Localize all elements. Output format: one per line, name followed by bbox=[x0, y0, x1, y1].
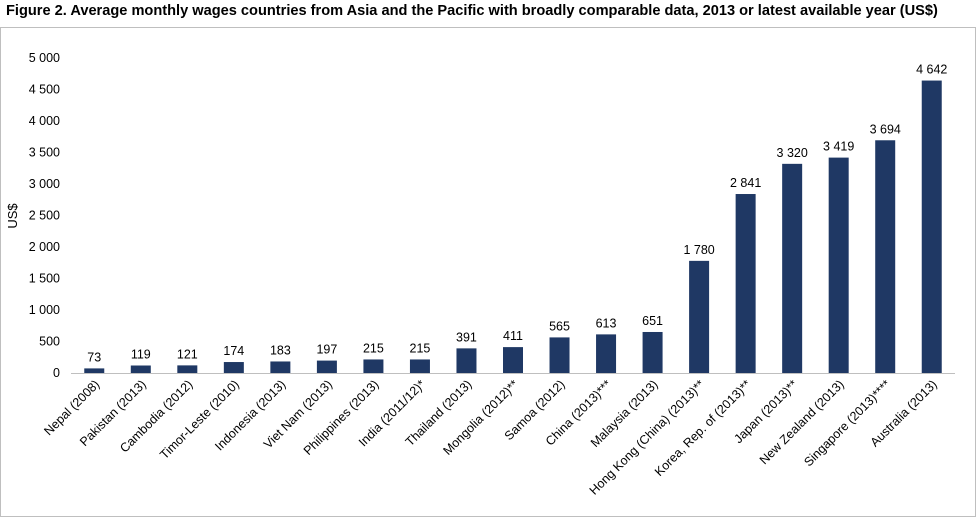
bar bbox=[363, 359, 384, 373]
data-label: 613 bbox=[596, 316, 617, 330]
bar bbox=[270, 361, 291, 373]
y-tick-label: 5 000 bbox=[29, 51, 60, 65]
data-label: 119 bbox=[131, 348, 151, 362]
category-labels: Nepal (2008)Pakistan (2013)Cambodia (201… bbox=[41, 377, 939, 498]
bar bbox=[875, 140, 896, 373]
y-tick-label: 3 500 bbox=[29, 146, 60, 160]
data-label: 215 bbox=[410, 341, 431, 355]
data-label: 565 bbox=[549, 319, 570, 333]
category-label: Singapore (2013)**** bbox=[801, 377, 893, 469]
y-tick-label: 1 500 bbox=[29, 272, 60, 286]
data-label: 174 bbox=[223, 344, 244, 358]
data-label: 215 bbox=[363, 341, 384, 355]
bars bbox=[84, 80, 942, 373]
y-axis: 0 500 1 000 1 500 2 000 2 500 3 000 3 500 4 000 4… bbox=[29, 51, 60, 380]
data-label: 2 841 bbox=[730, 176, 761, 190]
data-labels: 73 119 121 174 183 197 215 215 391 411 565 613 651 1 … bbox=[87, 63, 947, 365]
data-label: 411 bbox=[503, 329, 523, 343]
data-label: 197 bbox=[316, 343, 337, 357]
bar bbox=[549, 337, 570, 373]
bar bbox=[828, 157, 849, 373]
y-tick-label: 4 500 bbox=[29, 83, 60, 97]
y-tick-label: 2 500 bbox=[29, 209, 60, 223]
bar bbox=[316, 360, 337, 373]
bar bbox=[735, 194, 756, 373]
y-tick-label: 1 000 bbox=[29, 303, 60, 317]
data-label: 121 bbox=[177, 347, 198, 361]
data-label: 183 bbox=[270, 343, 291, 357]
y-tick-label: 3 000 bbox=[29, 177, 60, 191]
bar bbox=[503, 347, 523, 373]
category-label: New Zealand (2013) bbox=[757, 377, 847, 467]
bar bbox=[921, 80, 942, 373]
y-tick-label: 2 000 bbox=[29, 240, 60, 254]
bar bbox=[84, 368, 105, 373]
bar bbox=[596, 334, 617, 373]
chart-title: Figure 2. Average monthly wages countrie… bbox=[6, 3, 938, 19]
y-tick-label: 500 bbox=[39, 335, 60, 349]
data-label: 73 bbox=[87, 350, 101, 364]
data-label: 391 bbox=[456, 330, 477, 344]
bar bbox=[130, 365, 151, 373]
data-label: 1 780 bbox=[683, 243, 714, 257]
y-tick-label: 0 bbox=[53, 366, 60, 380]
y-axis-label: US$ bbox=[5, 203, 20, 229]
y-tick-label: 4 000 bbox=[29, 114, 60, 128]
bar bbox=[689, 260, 710, 373]
data-label: 3 320 bbox=[777, 146, 808, 160]
data-label: 3 419 bbox=[823, 140, 854, 154]
bar bbox=[782, 163, 803, 373]
data-label: 3 694 bbox=[870, 122, 901, 136]
data-label: 651 bbox=[642, 314, 663, 328]
bar bbox=[223, 362, 244, 373]
bar bbox=[642, 331, 663, 373]
data-label: 4 642 bbox=[916, 63, 947, 77]
bar bbox=[456, 348, 477, 373]
bar bbox=[177, 365, 198, 373]
category-label: Timor-Leste (2010) bbox=[157, 377, 242, 462]
bar bbox=[409, 359, 430, 373]
chart-frame bbox=[0, 27, 976, 517]
